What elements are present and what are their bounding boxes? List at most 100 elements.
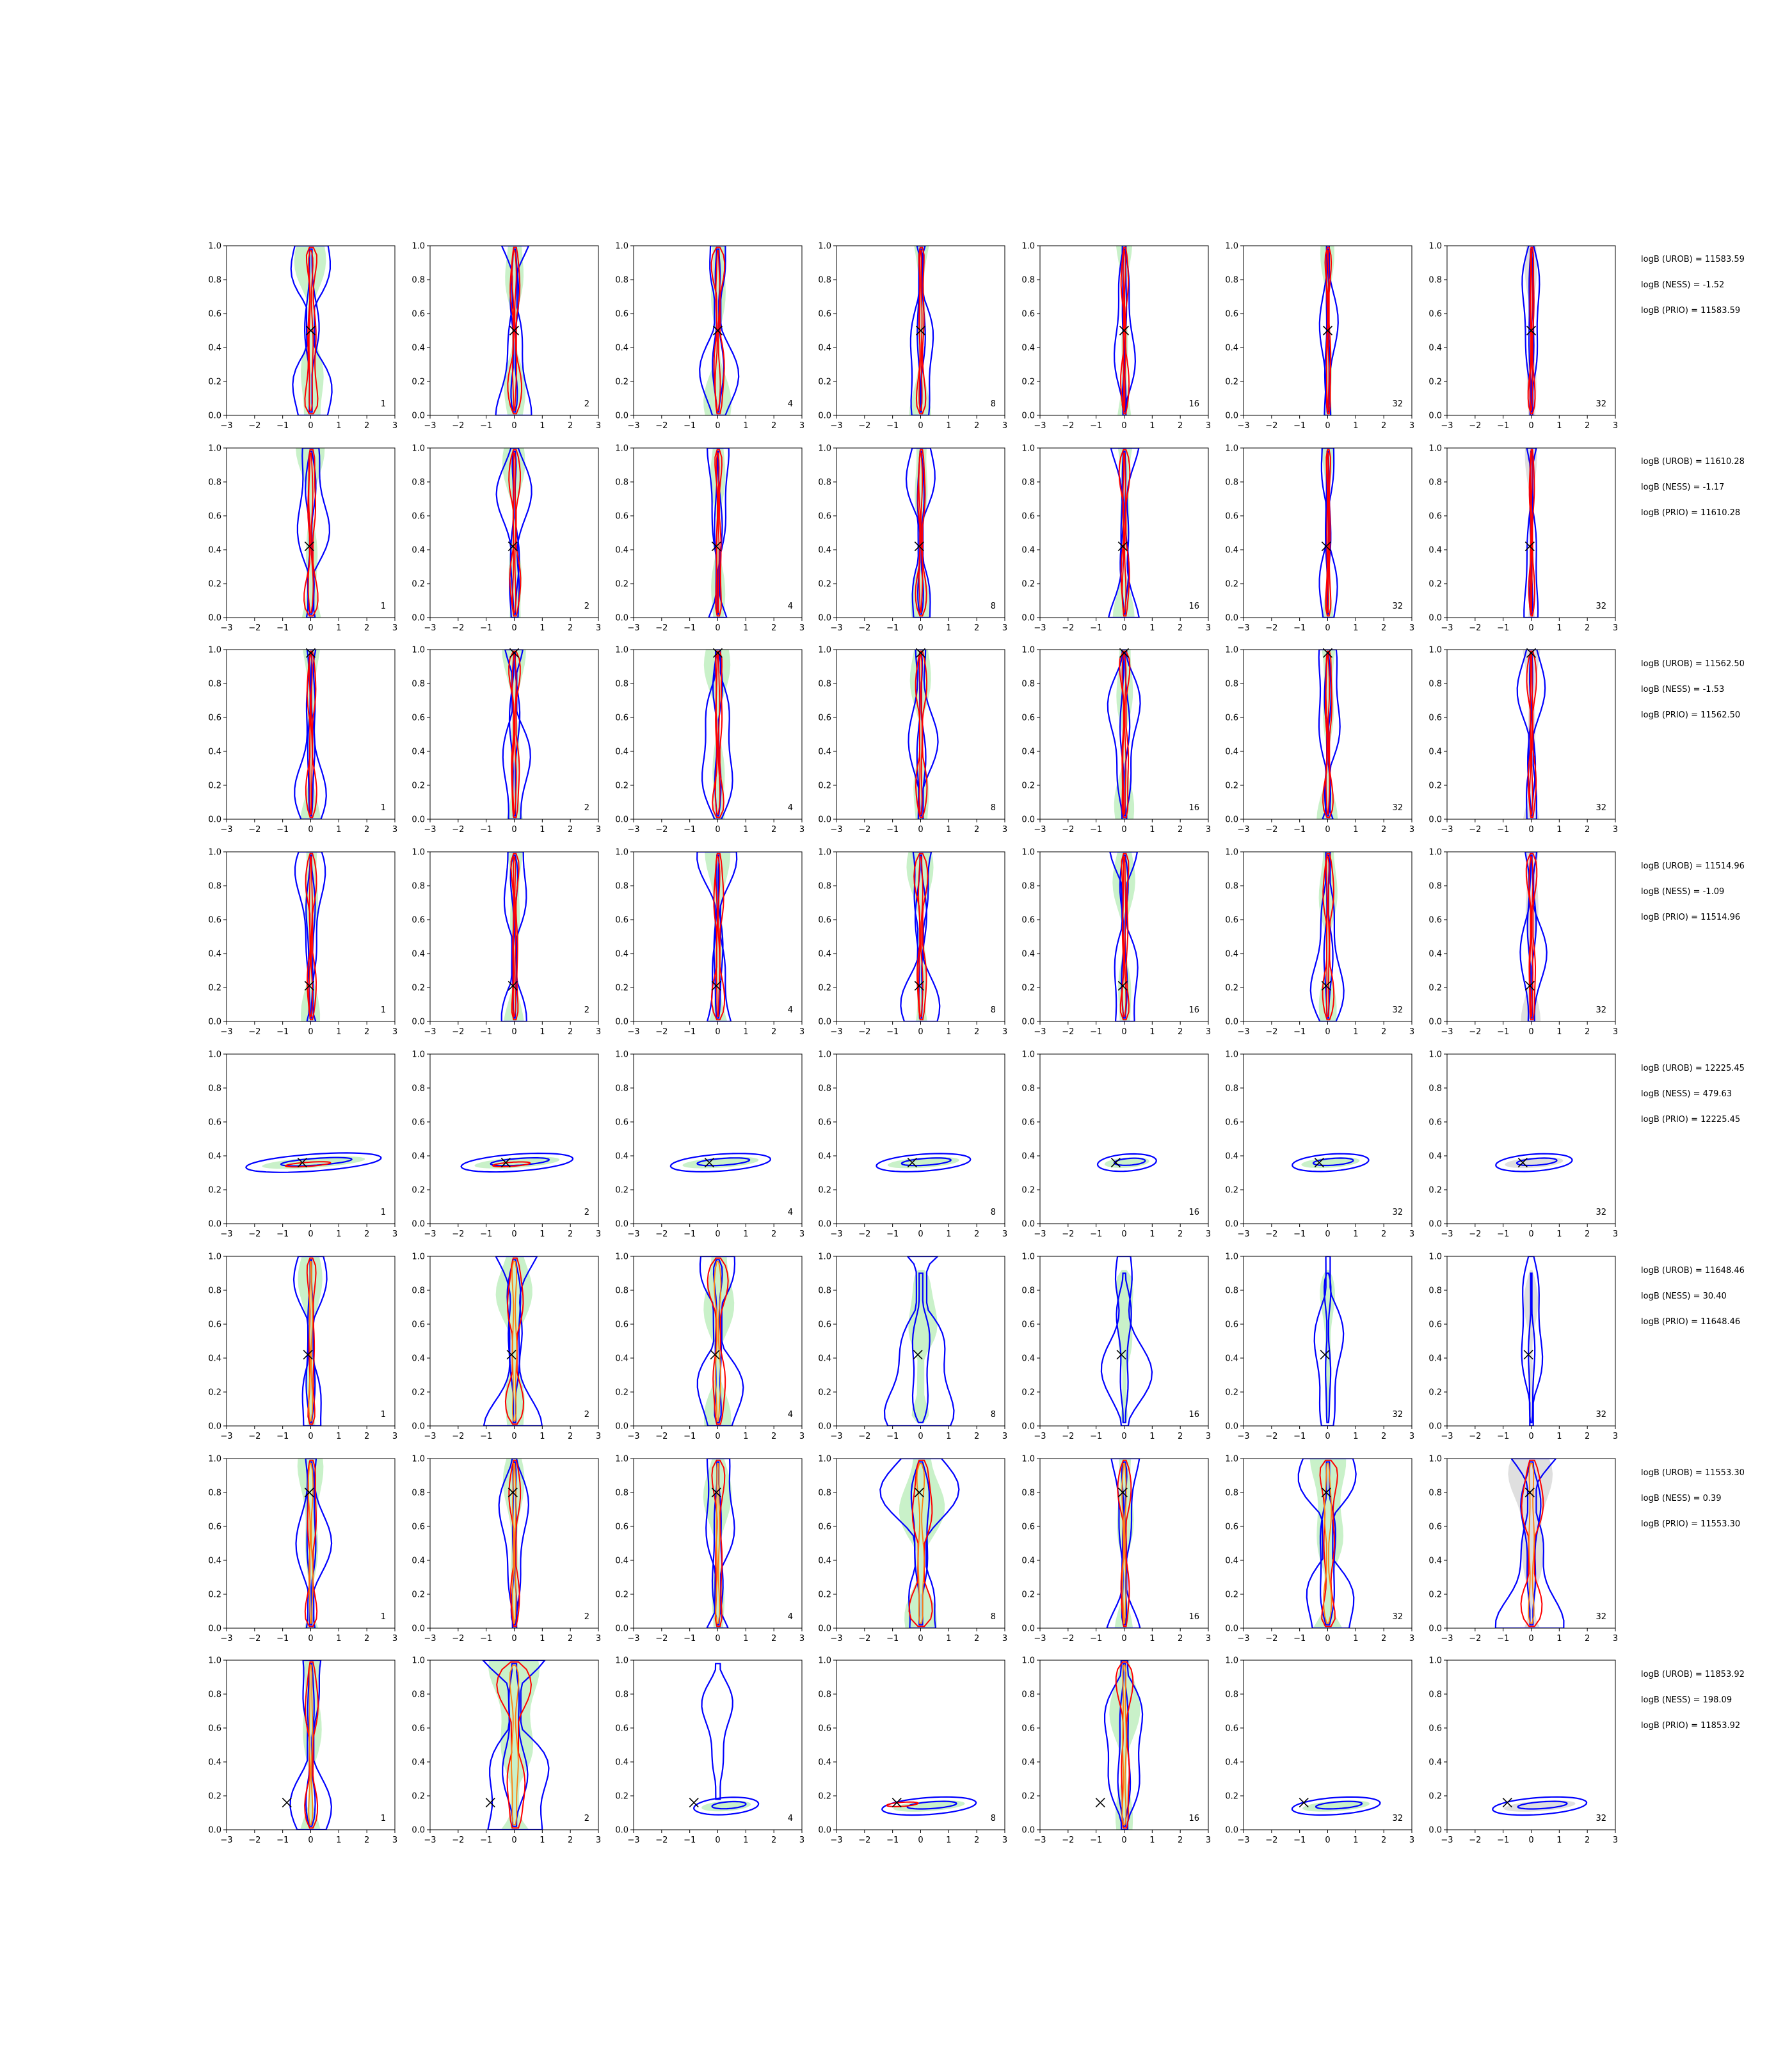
panel-corner-label: 8 — [991, 1410, 996, 1420]
panel-r1-c4: −3 −2 −1 0 1 2 3 0.0 0.2 0.4 0.6 0.8 1.0 16 — [1021, 444, 1211, 634]
y-tick-label: 0.6 — [1021, 512, 1035, 522]
outer-contour — [294, 650, 327, 819]
y-tick-label: 0.8 — [1021, 1690, 1035, 1700]
y-tick-label: 1.0 — [1225, 848, 1238, 858]
x-tick-label: −3 — [424, 1229, 436, 1239]
x-tick-label: −2 — [1062, 1027, 1074, 1037]
y-tick-label: 0.0 — [818, 1826, 831, 1836]
outer-contour — [1318, 246, 1339, 415]
x-tick-label: 2 — [974, 1634, 979, 1644]
x-tick-label: 3 — [1002, 1027, 1007, 1037]
annotation-logb-urob: logB (UROB) = 11853.92 — [1641, 1670, 1745, 1679]
y-tick-label: 0.6 — [1428, 1320, 1442, 1330]
red-inner-contour — [1528, 856, 1534, 1017]
panel-corner-label: 1 — [381, 399, 386, 409]
y-tick-label: 0.4 — [818, 748, 831, 757]
panel-r4-c3: −3 −2 −1 0 1 2 3 0.0 0.2 0.4 0.6 0.8 1.0 8 — [818, 1050, 1007, 1240]
panel-r5-c5: −3 −2 −1 0 1 2 3 0.0 0.2 0.4 0.6 0.8 1.0 32 — [1225, 1252, 1414, 1442]
inner-contour — [1312, 1157, 1354, 1167]
x-tick-label: 3 — [1613, 623, 1618, 633]
x-tick-label: 3 — [799, 421, 804, 431]
y-tick-label: 1.0 — [208, 444, 221, 454]
x-tick-label: 3 — [1206, 1432, 1211, 1441]
x-tick-label: 2 — [1585, 623, 1590, 633]
panel-corner-label: 16 — [1188, 1208, 1199, 1217]
red-inner-contour — [511, 452, 516, 613]
panel-corner-label: 1 — [381, 602, 386, 611]
x-tick-label: −2 — [858, 1027, 870, 1037]
y-tick-label: 0.2 — [615, 1388, 628, 1398]
x-tick-label: 3 — [799, 1027, 804, 1037]
y-tick-label: 0.0 — [818, 614, 831, 623]
y-tick-label: 0.6 — [1428, 916, 1442, 925]
x-tick-label: −2 — [858, 1229, 870, 1239]
x-tick-label: 3 — [596, 421, 601, 431]
x-tick-label: −1 — [480, 623, 492, 633]
y-tick-label: 0.4 — [1021, 546, 1035, 556]
y-tick-label: 0.0 — [412, 1018, 425, 1027]
y-tick-label: 0.4 — [1021, 344, 1035, 353]
true-value-marker — [1526, 648, 1537, 658]
x-tick-label: 1 — [743, 421, 748, 431]
y-tick-label: 0.4 — [615, 546, 628, 556]
y-tick-label: 0.2 — [1225, 984, 1238, 993]
x-tick-label: 0 — [1325, 1836, 1330, 1845]
y-tick-label: 0.8 — [412, 680, 425, 689]
y-tick-label: 0.4 — [1225, 1152, 1238, 1162]
x-tick-label: −3 — [1441, 623, 1453, 633]
outer-contour — [900, 852, 941, 1021]
x-tick-label: 0 — [918, 1027, 923, 1037]
panel-corner-label: 4 — [788, 1612, 793, 1622]
true-value-marker — [712, 325, 723, 336]
panel-plot-area — [699, 246, 740, 415]
panel-r4-c6: −3 −2 −1 0 1 2 3 0.0 0.2 0.4 0.6 0.8 1.0 32 — [1428, 1050, 1618, 1240]
panel-r0-c4: −3 −2 −1 0 1 2 3 0.0 0.2 0.4 0.6 0.8 1.0 16 — [1021, 242, 1211, 431]
x-tick-label: 2 — [1585, 1027, 1590, 1037]
panel-r5-c3: −3 −2 −1 0 1 2 3 0.0 0.2 0.4 0.6 0.8 1.0 8 — [818, 1252, 1007, 1442]
x-tick-label: −3 — [627, 421, 639, 431]
panel-r5-c0: −3 −2 −1 0 1 2 3 0.0 0.2 0.4 0.6 0.8 1.0 1 — [208, 1252, 397, 1442]
x-tick-label: −1 — [684, 421, 696, 431]
y-tick-label: 0.4 — [818, 1556, 831, 1566]
x-tick-label: 0 — [1121, 825, 1126, 835]
y-tick-label: 0.4 — [818, 1758, 831, 1768]
y-tick-label: 0.0 — [208, 1826, 221, 1836]
panel-r0-c3: −3 −2 −1 0 1 2 3 0.0 0.2 0.4 0.6 0.8 1.0 8 — [818, 242, 1007, 431]
y-tick-label: 1.0 — [1021, 1050, 1035, 1060]
y-tick-label: 0.2 — [208, 1186, 221, 1196]
y-tick-label: 0.0 — [1428, 1220, 1442, 1229]
x-tick-label: 0 — [1528, 1432, 1533, 1441]
panel-plot-area — [1495, 1153, 1573, 1172]
y-tick-label: 0.8 — [412, 276, 425, 285]
x-tick-label: 1 — [1149, 623, 1155, 633]
x-tick-label: 3 — [799, 623, 804, 633]
panel-corner-label: 32 — [1596, 1005, 1606, 1015]
x-tick-label: −2 — [858, 1634, 870, 1644]
red-inner-contour — [307, 1463, 314, 1624]
x-tick-label: 1 — [1149, 421, 1155, 431]
x-tick-label: 2 — [974, 1836, 979, 1845]
y-tick-label: 0.0 — [818, 815, 831, 825]
true-value-marker — [1299, 1798, 1309, 1808]
panel-r3-c1: −3 −2 −1 0 1 2 3 0.0 0.2 0.4 0.6 0.8 1.0 2 — [412, 848, 601, 1037]
annotation-logb-prio: logB (PRIO) = 11853.92 — [1641, 1721, 1741, 1731]
y-tick-label: 0.2 — [818, 580, 831, 589]
y-tick-label: 0.8 — [208, 1084, 221, 1094]
true-value-marker — [704, 1158, 714, 1168]
y-tick-label: 0.2 — [615, 580, 628, 589]
y-tick-label: 0.8 — [1428, 1286, 1442, 1296]
outer-contour — [1313, 1256, 1345, 1426]
panel-r4-c4: −3 −2 −1 0 1 2 3 0.0 0.2 0.4 0.6 0.8 1.0 16 — [1021, 1050, 1211, 1240]
x-tick-label: 1 — [1556, 1229, 1562, 1239]
x-tick-label: 2 — [974, 825, 979, 835]
x-tick-label: 1 — [540, 825, 545, 835]
true-value-marker — [1117, 541, 1128, 552]
true-value-marker — [1095, 1798, 1105, 1808]
y-tick-label: 0.4 — [412, 1758, 425, 1768]
true-value-marker — [500, 1158, 511, 1168]
y-tick-label: 1.0 — [1428, 1252, 1442, 1262]
y-tick-label: 0.8 — [1225, 1489, 1238, 1498]
x-tick-label: −3 — [1034, 1836, 1046, 1845]
red-contour — [304, 246, 319, 415]
x-tick-label: −1 — [684, 623, 696, 633]
